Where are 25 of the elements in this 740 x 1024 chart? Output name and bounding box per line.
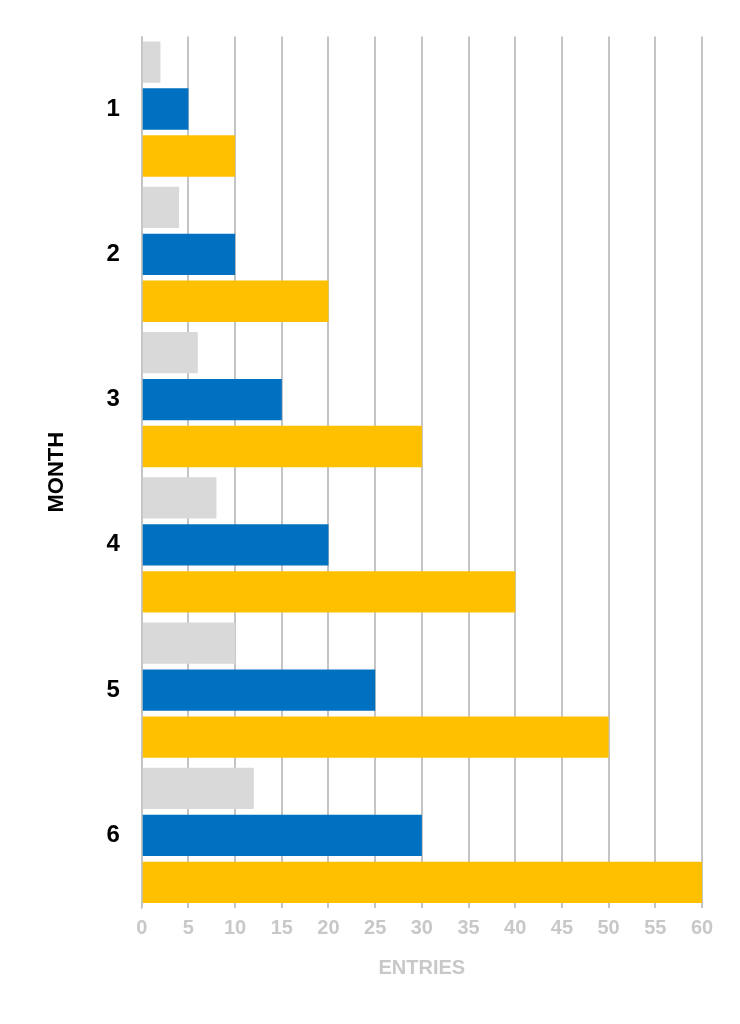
y-tick-label: 4: [106, 529, 121, 557]
bar: [142, 524, 329, 566]
bar: [142, 88, 189, 130]
bar: [142, 622, 236, 664]
bar: [142, 477, 217, 519]
bar: [142, 861, 702, 903]
bar: [142, 331, 198, 374]
bar: [142, 233, 236, 275]
y-tick-label: 6: [106, 819, 120, 847]
bar: [142, 814, 422, 857]
y-tick-label: 1: [106, 93, 120, 121]
y-tick-label: 2: [106, 238, 120, 266]
bar: [142, 716, 609, 758]
y-axis-title: MONTH: [43, 431, 69, 513]
y-tick-label: 5: [106, 674, 120, 702]
bar: [142, 135, 236, 177]
bar: [142, 767, 254, 810]
y-tick-label: 3: [106, 384, 120, 412]
bar: [142, 186, 180, 228]
bar: [142, 41, 161, 83]
bar: [142, 571, 516, 613]
bar: [142, 669, 376, 711]
bar: [142, 280, 329, 322]
bar: [142, 378, 282, 421]
bar: [142, 425, 422, 468]
